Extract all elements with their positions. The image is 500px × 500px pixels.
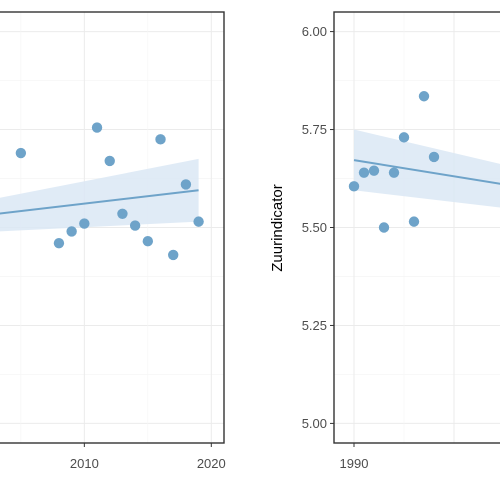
data-point bbox=[104, 155, 115, 167]
data-point bbox=[53, 237, 65, 249]
data-point bbox=[79, 218, 90, 229]
data-point bbox=[348, 181, 360, 192]
data-point bbox=[418, 91, 430, 102]
data-point bbox=[358, 167, 370, 178]
data-point bbox=[180, 179, 192, 190]
right-panel: 1990 5.00 5.25 5.50 5.75 6.00 Zuurindicator bbox=[269, 11, 500, 471]
right-data-points bbox=[348, 91, 440, 233]
data-point bbox=[378, 222, 390, 233]
right-gridlines bbox=[334, 12, 500, 443]
data-point bbox=[15, 147, 27, 159]
left-panel: 2010 2020 bbox=[0, 11, 226, 471]
y-tick-label: 5.00 bbox=[302, 416, 327, 431]
data-point bbox=[408, 216, 420, 227]
left-x-axis: 2010 2020 bbox=[70, 443, 226, 471]
data-point bbox=[91, 122, 103, 133]
x-tick-label: 1990 bbox=[340, 456, 369, 471]
y-axis-title: Zuurindicator bbox=[269, 184, 286, 272]
right-x-axis: 1990 bbox=[340, 443, 369, 471]
data-point bbox=[368, 165, 380, 176]
left-data-points bbox=[15, 122, 204, 261]
y-tick-label: 5.25 bbox=[302, 318, 327, 333]
y-tick-label: 6.00 bbox=[302, 24, 327, 39]
data-point bbox=[142, 236, 154, 247]
data-point bbox=[193, 216, 204, 227]
left-confidence-band bbox=[0, 158, 199, 232]
data-point bbox=[66, 226, 77, 237]
left-trend-line bbox=[0, 189, 199, 215]
data-point bbox=[168, 249, 179, 261]
data-point bbox=[388, 167, 400, 178]
data-point bbox=[129, 220, 141, 231]
data-point bbox=[428, 151, 440, 163]
y-tick-label: 5.75 bbox=[302, 122, 327, 137]
data-point bbox=[398, 132, 410, 143]
right-y-axis: 5.00 5.25 5.50 5.75 6.00 bbox=[302, 24, 334, 431]
right-trend-line bbox=[353, 159, 500, 185]
x-tick-label: 2010 bbox=[70, 456, 99, 471]
x-tick-label: 2020 bbox=[197, 456, 226, 471]
data-point bbox=[155, 134, 166, 145]
right-confidence-band bbox=[354, 129, 500, 208]
left-panel-border bbox=[0, 11, 225, 444]
data-point bbox=[117, 208, 128, 219]
y-tick-label: 5.50 bbox=[302, 220, 327, 235]
